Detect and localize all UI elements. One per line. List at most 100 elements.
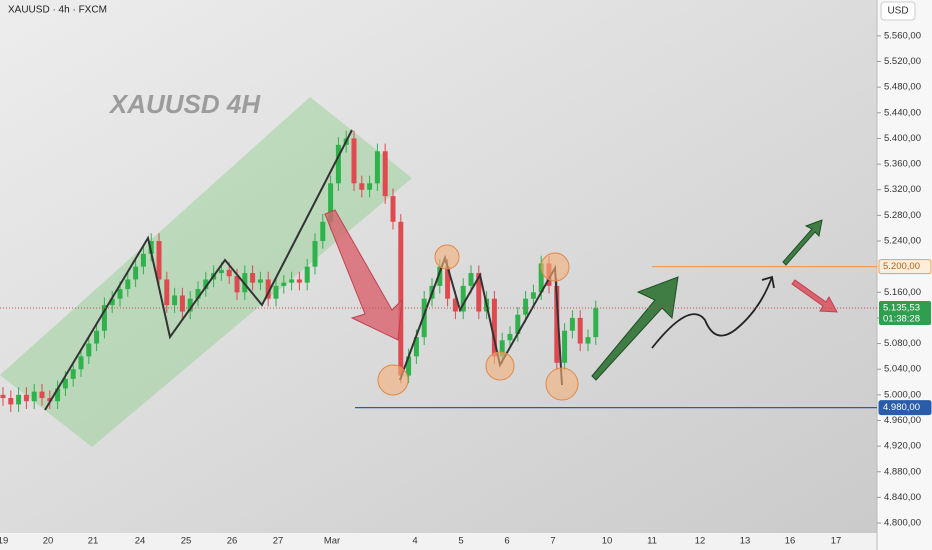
- candle-body: [445, 266, 451, 299]
- x-tick-label: 21: [88, 536, 99, 547]
- candle-body: [593, 308, 599, 338]
- candle-body: [16, 394, 22, 405]
- candle-body: [374, 151, 380, 184]
- candle-body: [179, 295, 185, 312]
- candle-body: [289, 279, 295, 283]
- y-tick-label: 5.000,00: [884, 389, 921, 400]
- candle-body: [523, 298, 529, 315]
- candle-body: [382, 151, 388, 197]
- y-tick-label: 5.240,00: [884, 236, 921, 247]
- candle-body: [569, 317, 575, 331]
- candle-body: [491, 298, 497, 357]
- arrowhead: [761, 275, 775, 289]
- candle-body: [62, 378, 68, 389]
- candle-body: [406, 356, 412, 376]
- y-tick-label: 4.800,00: [884, 518, 921, 529]
- y-tick-label: 5.560,00: [884, 30, 921, 41]
- marker: [545, 367, 579, 401]
- candle-body: [265, 279, 271, 299]
- last-price-label: 5.135,53: [883, 302, 920, 313]
- y-tick-label: 5.400,00: [884, 133, 921, 144]
- candle-body: [554, 285, 560, 363]
- candle-body: [187, 298, 193, 312]
- candle-body: [133, 266, 139, 280]
- candle-body: [125, 279, 131, 290]
- y-tick-label: 4.840,00: [884, 492, 921, 503]
- x-tick-label: 25: [181, 536, 192, 547]
- level-label: 5.200,00: [883, 261, 920, 272]
- y-tick-label: 4.920,00: [884, 441, 921, 452]
- currency[interactable]: USD: [887, 6, 908, 17]
- marker: [540, 252, 570, 282]
- zigzag: [44, 129, 353, 411]
- price-scale: [877, 0, 932, 550]
- x-tick-label: Mar: [324, 536, 340, 547]
- candle-body: [226, 269, 232, 277]
- candle-body: [296, 279, 302, 283]
- candle-body: [39, 391, 45, 399]
- candle-body: [538, 263, 544, 293]
- candle-body: [172, 295, 178, 306]
- candle-body: [0, 394, 6, 399]
- y-tick-label: 5.040,00: [884, 364, 921, 375]
- time-scale: [0, 533, 877, 550]
- candle-body: [281, 282, 287, 286]
- candle-body: [218, 269, 224, 274]
- candle-body: [86, 343, 92, 357]
- candle-body: [47, 398, 53, 402]
- y-tick-label: 5.520,00: [884, 56, 921, 67]
- candle-body: [304, 266, 310, 283]
- candle-body: [359, 183, 365, 190]
- candle-body: [203, 279, 209, 290]
- candle-body: [499, 340, 505, 357]
- candle-body: [109, 298, 115, 306]
- candle-body: [70, 369, 76, 379]
- y-tick-label: 5.080,00: [884, 338, 921, 349]
- level-tag: [878, 259, 932, 275]
- x-tick-label: 6: [504, 536, 509, 547]
- candle-body: [156, 241, 162, 280]
- candle-body: [367, 183, 373, 190]
- y-tick-label: 5.320,00: [884, 184, 921, 195]
- candle-body: [562, 330, 568, 363]
- candle-body: [94, 330, 100, 344]
- candle-body: [515, 314, 521, 334]
- candle-body: [250, 273, 256, 283]
- candle-body: [476, 273, 482, 312]
- candle-body: [78, 356, 84, 370]
- watermark: XAUUSD 4H: [108, 89, 261, 119]
- marks: [0, 130, 599, 413]
- x-tick-label: 4: [412, 536, 417, 547]
- projection: [651, 276, 773, 349]
- candle-body: [257, 279, 263, 283]
- x-tick-label: 20: [43, 536, 54, 547]
- y-tick-label: 4.960,00: [884, 415, 921, 426]
- candle-body: [437, 266, 443, 286]
- x-tick-label: 26: [227, 536, 238, 547]
- candle-body: [164, 279, 170, 306]
- x-tick-label: 10: [602, 536, 613, 547]
- candle-body: [8, 398, 14, 405]
- x-tick-label: 5: [458, 536, 463, 547]
- candle-body: [328, 183, 334, 222]
- drawings: [44, 129, 838, 411]
- candle-body: [398, 221, 404, 376]
- x-tick-label: 24: [135, 536, 146, 547]
- level-tag: [878, 400, 932, 416]
- candle-body: [452, 298, 458, 312]
- candle-body: [140, 253, 146, 267]
- candle-body: [320, 221, 326, 242]
- y-tick-label: 4.880,00: [884, 466, 921, 477]
- candle-body: [413, 337, 419, 357]
- candle-body: [335, 144, 341, 184]
- last-price-tag: [879, 300, 931, 325]
- x-tick-label: 27: [273, 536, 284, 547]
- currency-box[interactable]: [880, 1, 916, 21]
- small-down-arrow: [791, 279, 838, 313]
- countdown: 01:38:28: [883, 313, 920, 324]
- candle-body: [577, 317, 583, 344]
- candle-body: [530, 292, 536, 299]
- candle-body: [31, 391, 37, 402]
- candle-body: [351, 138, 357, 184]
